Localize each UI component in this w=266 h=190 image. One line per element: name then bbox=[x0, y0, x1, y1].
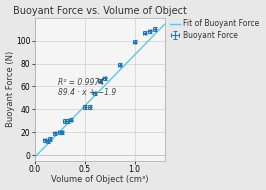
Fit of Buoyant Force bbox=[163, 23, 166, 25]
Legend: Fit of Buoyant Force, Buoyant Force: Fit of Buoyant Force, Buoyant Force bbox=[170, 19, 260, 40]
Y-axis label: Buoyant Force (N): Buoyant Force (N) bbox=[6, 51, 15, 127]
Fit of Buoyant Force bbox=[110, 77, 113, 80]
Line: Fit of Buoyant Force: Fit of Buoyant Force bbox=[35, 24, 165, 157]
Fit of Buoyant Force bbox=[110, 77, 114, 79]
Fit of Buoyant Force bbox=[113, 75, 116, 77]
Fit of Buoyant Force bbox=[33, 156, 36, 158]
Title: Buoyant Force vs. Volume of Object: Buoyant Force vs. Volume of Object bbox=[13, 6, 186, 16]
Fit of Buoyant Force bbox=[143, 44, 146, 46]
X-axis label: Volume of Object (cm³): Volume of Object (cm³) bbox=[51, 175, 148, 184]
Text: R² = 0.9974
89.4 · x + −1.9: R² = 0.9974 89.4 · x + −1.9 bbox=[58, 78, 116, 97]
Fit of Buoyant Force bbox=[34, 156, 37, 158]
Fit of Buoyant Force bbox=[151, 36, 154, 38]
